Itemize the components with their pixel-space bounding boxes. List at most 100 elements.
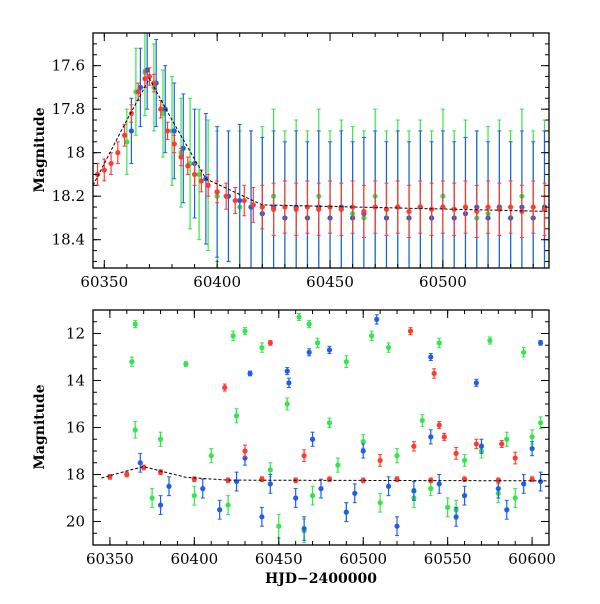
data-point-green bbox=[160, 110, 166, 117]
data-point-red bbox=[395, 204, 401, 210]
data-point-green bbox=[284, 401, 290, 407]
data-point-green bbox=[369, 333, 375, 339]
data-point-green bbox=[149, 495, 155, 501]
data-point-green bbox=[315, 340, 321, 346]
x-tick-label: 60550 bbox=[424, 550, 472, 568]
data-point-red bbox=[225, 477, 231, 483]
data-point-red bbox=[164, 128, 171, 134]
data-point-blue bbox=[301, 525, 307, 532]
data-point-red bbox=[250, 202, 256, 208]
data-point-red bbox=[122, 132, 128, 138]
data-point-green bbox=[385, 345, 392, 351]
data-point-blue bbox=[385, 483, 392, 489]
data-point-green bbox=[377, 500, 383, 506]
data-point-blue bbox=[237, 197, 243, 204]
data-point-blue bbox=[318, 486, 324, 492]
data-point-green bbox=[230, 333, 236, 339]
data-point-blue bbox=[137, 460, 143, 466]
top-panel-lightcurve: 60350 60400 60450 60500 17.6 17.8 18 18.2 18.4 M… bbox=[32, 32, 550, 291]
data-point-red bbox=[407, 328, 414, 334]
data-point-green bbox=[196, 171, 202, 178]
data-point-blue bbox=[529, 446, 535, 452]
data-point-green bbox=[419, 417, 425, 424]
x-tick-label: 60350 bbox=[86, 550, 134, 568]
data-point-green bbox=[191, 493, 197, 499]
data-point-green bbox=[124, 139, 130, 145]
data-point-blue bbox=[306, 349, 312, 355]
y-tick-label: 18.2 bbox=[52, 187, 85, 205]
x-tick-label: 60500 bbox=[339, 550, 387, 568]
data-point-red bbox=[232, 197, 238, 204]
data-point-blue bbox=[293, 495, 299, 501]
data-point-red bbox=[541, 206, 548, 212]
data-point-green bbox=[306, 321, 312, 327]
data-point-blue bbox=[267, 481, 273, 487]
data-point-red bbox=[146, 73, 153, 80]
data-point-green bbox=[343, 359, 349, 365]
x-tick-label: 60450 bbox=[255, 550, 303, 568]
data-point-green bbox=[326, 420, 333, 426]
data-point-red bbox=[508, 204, 514, 210]
data-point-red bbox=[304, 204, 311, 210]
data-point-blue bbox=[453, 514, 459, 520]
top-panel-frame bbox=[92, 32, 550, 269]
data-point-green bbox=[132, 427, 138, 433]
data-point-red bbox=[115, 150, 121, 156]
data-point-red bbox=[431, 370, 437, 377]
data-point-green bbox=[360, 439, 366, 445]
data-point-red bbox=[338, 206, 344, 212]
data-point-red bbox=[259, 204, 265, 210]
data-point-red bbox=[301, 453, 307, 459]
data-point-red bbox=[496, 206, 502, 212]
data-point-blue bbox=[428, 354, 434, 360]
data-point-red bbox=[316, 206, 322, 212]
data-point-red bbox=[350, 204, 356, 210]
data-point-blue bbox=[309, 436, 316, 442]
bottom-panel-marks bbox=[101, 313, 549, 544]
data-point-red bbox=[436, 422, 442, 428]
data-point-blue bbox=[157, 502, 164, 508]
y-tick-label: 17.8 bbox=[52, 100, 85, 118]
y-tick-label: 12 bbox=[66, 325, 85, 343]
data-point-blue bbox=[171, 128, 177, 134]
bottom-panel-ylabel: Magnitude bbox=[32, 384, 48, 469]
data-point-red bbox=[124, 471, 130, 478]
x-tick-label: 60350 bbox=[80, 273, 128, 291]
data-point-red bbox=[473, 441, 479, 447]
data-point-green bbox=[428, 486, 434, 492]
data-point-red bbox=[135, 89, 141, 95]
data-point-red bbox=[453, 450, 459, 456]
data-point-blue bbox=[217, 507, 223, 513]
data-point-red bbox=[171, 141, 177, 147]
x-tick-label: 60450 bbox=[306, 273, 354, 291]
data-point-red bbox=[462, 204, 469, 210]
data-point-blue bbox=[200, 486, 206, 492]
data-point-blue bbox=[461, 493, 468, 499]
data-point-red bbox=[530, 204, 536, 210]
data-point-blue bbox=[284, 368, 290, 374]
data-point-green bbox=[335, 462, 341, 468]
data-point-green bbox=[276, 523, 282, 529]
x-tick-label: 60400 bbox=[193, 273, 241, 291]
y-tick-label: 18 bbox=[66, 466, 85, 484]
x-tick-label: 60600 bbox=[508, 550, 556, 568]
data-point-blue bbox=[504, 507, 510, 513]
top-panel-ticks: 60350 60400 60450 60500 17.6 17.8 18 18.2 18.4 bbox=[52, 33, 549, 291]
y-tick-label: 16 bbox=[66, 419, 85, 437]
data-point-red bbox=[451, 206, 457, 212]
data-point-red bbox=[158, 106, 164, 112]
bottom-panel-lightcurve: 60350 60400 60450 60500 60550 60600 12 14 16 18 20… bbox=[32, 309, 556, 587]
data-point-blue bbox=[343, 509, 349, 515]
data-point-blue bbox=[259, 514, 265, 520]
data-point-green bbox=[309, 493, 316, 499]
data-point-red bbox=[411, 443, 417, 449]
data-point-red bbox=[361, 208, 367, 215]
data-point-red bbox=[108, 160, 114, 167]
data-point-blue bbox=[247, 370, 253, 377]
data-point-red bbox=[157, 469, 164, 475]
bottom-panel-ticks: 60350 60400 60450 60500 60550 60600 12 14 16 18 20 bbox=[66, 309, 556, 568]
data-point-green bbox=[233, 413, 240, 419]
data-point-red bbox=[214, 189, 220, 195]
data-point-green bbox=[394, 453, 400, 459]
data-point-red bbox=[267, 340, 273, 346]
